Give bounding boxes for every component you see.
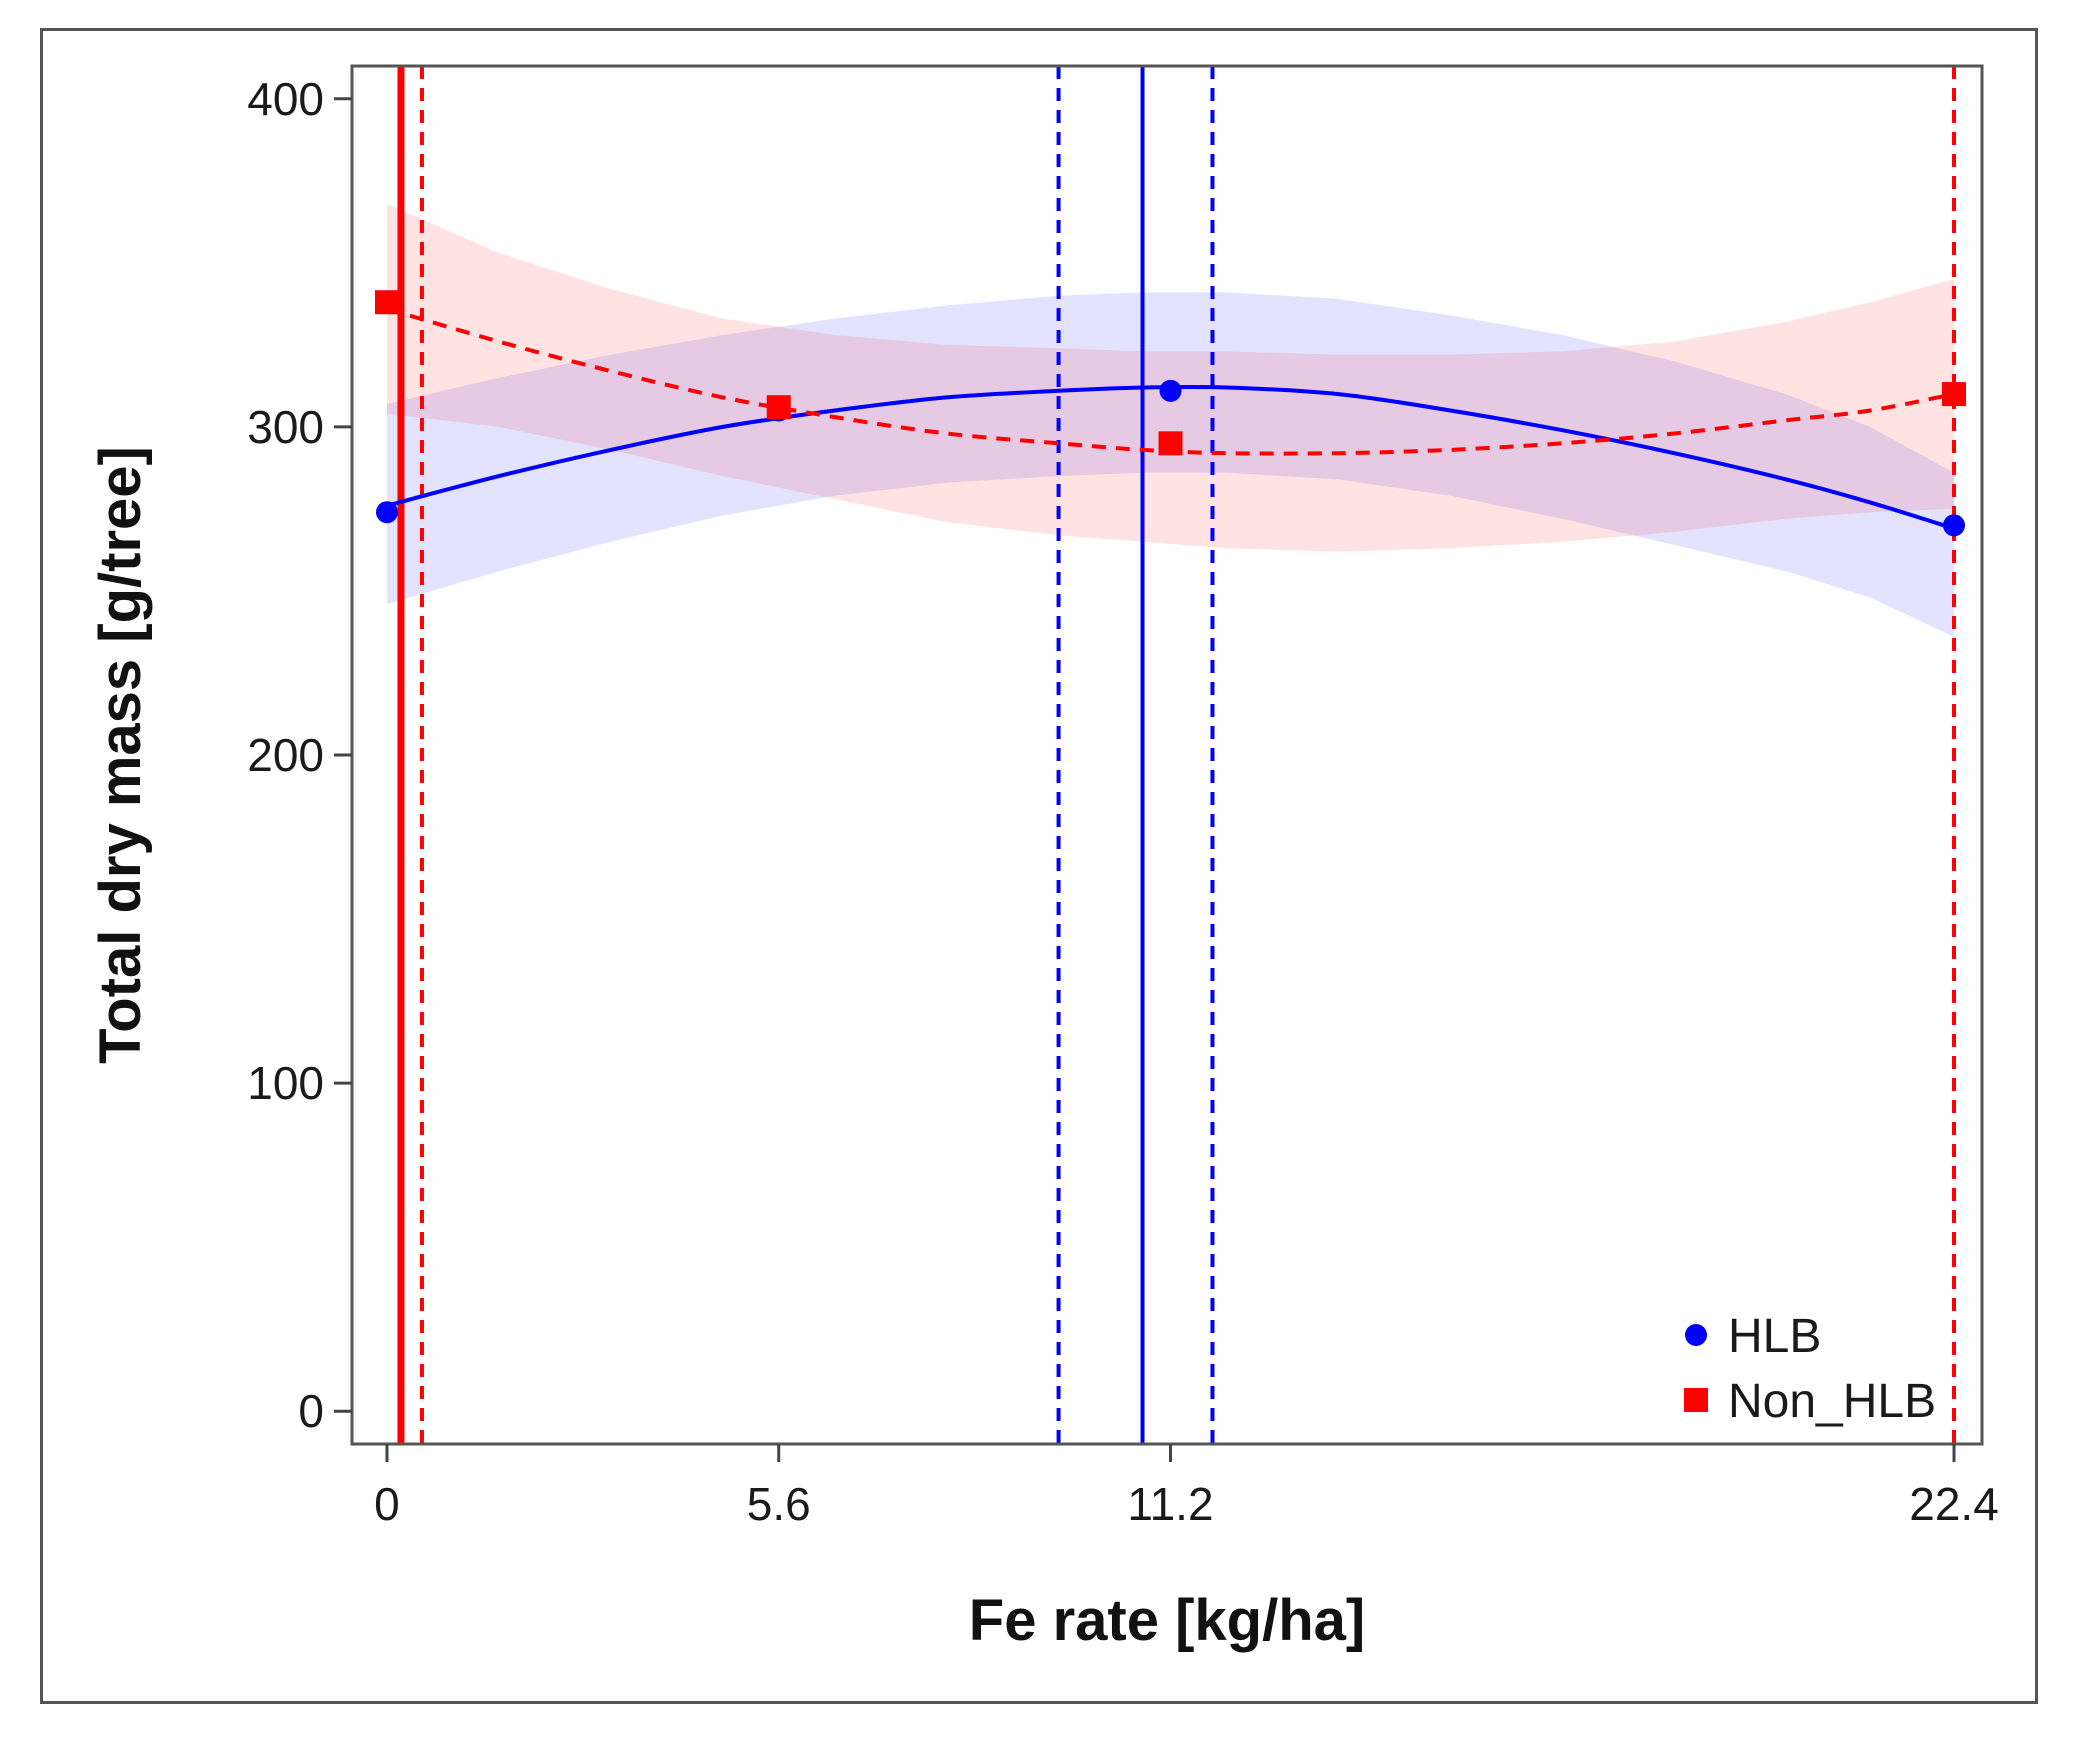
point-non-hlb-1 xyxy=(766,395,791,420)
x-tick-label-1: 5.6 xyxy=(747,1478,811,1530)
x-tick-label-0: 0 xyxy=(374,1478,400,1530)
x-tick-label-2: 11.2 xyxy=(1127,1478,1213,1530)
y-tick-label-2: 200 xyxy=(247,729,324,781)
legend-marker-non-hlb xyxy=(1684,1388,1708,1412)
band-hlb xyxy=(387,292,1954,637)
plot-area-frame xyxy=(350,64,1984,1446)
point-hlb-0 xyxy=(375,501,398,524)
legend-label-hlb: HLB xyxy=(1728,1310,1821,1363)
x-tick-label-3: 22.4 xyxy=(1909,1478,1999,1530)
figure-frame xyxy=(40,28,2038,1704)
y-tick-label-1: 100 xyxy=(247,1057,324,1109)
y-tick-label-0: 0 xyxy=(298,1385,324,1437)
legend: HLB Non_HLB xyxy=(1684,1310,1936,1428)
fit-line-non-hlb xyxy=(386,306,1955,456)
confidence-bands xyxy=(387,203,1954,637)
point-non-hlb-0 xyxy=(374,290,399,315)
data-points xyxy=(374,290,1967,537)
legend-label-non-hlb: Non_HLB xyxy=(1728,1375,1936,1428)
y-axis-title: Total dry mass [g/tree] xyxy=(88,446,153,1064)
point-hlb-2 xyxy=(1159,379,1182,402)
point-non-hlb-3 xyxy=(1942,382,1967,407)
y-tick-label-3: 300 xyxy=(247,401,324,453)
x-axis: 0 5.6 11.2 22.4 xyxy=(374,1444,1999,1530)
band-non-hlb xyxy=(387,203,1954,552)
reference-lines xyxy=(397,66,1957,1444)
point-non-hlb-2 xyxy=(1158,431,1183,456)
y-axis: 0 100 200 300 400 xyxy=(247,73,352,1437)
point-hlb-3 xyxy=(1943,514,1966,537)
y-tick-label-4: 400 xyxy=(247,73,324,125)
legend-marker-hlb xyxy=(1685,1324,1707,1346)
x-axis-title: Fe rate [kg/ha] xyxy=(969,1588,1365,1653)
